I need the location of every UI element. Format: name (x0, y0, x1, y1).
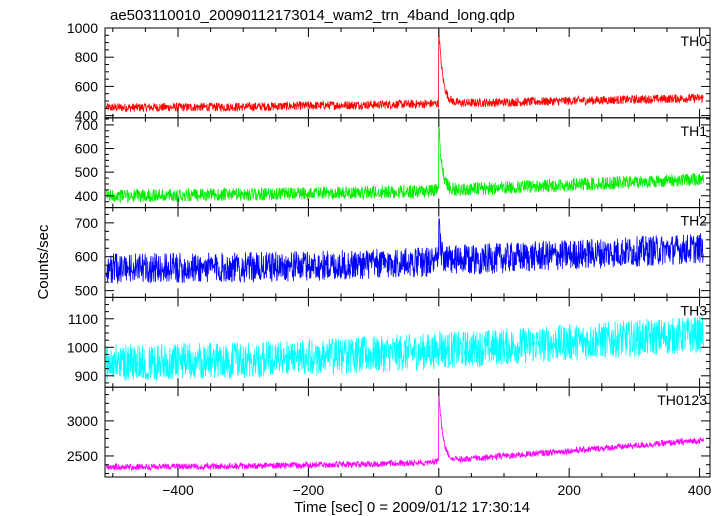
panel-th0123: 2500 3000 TH0123 (67, 386, 711, 478)
x-tick-label: 400 (688, 482, 712, 498)
y-tick-label: 500 (75, 283, 99, 299)
y-tick-label: 600 (75, 78, 99, 94)
panel-label: TH0123 (657, 392, 707, 408)
y-axis-label: Counts/sec (35, 224, 52, 300)
panel-th3: 900 1000 1100 TH3 (67, 296, 711, 388)
y-tick-label: 3000 (67, 413, 98, 429)
y-tick-label: 900 (75, 368, 99, 384)
panel-frame (104, 386, 711, 478)
x-tick-label: 200 (558, 482, 582, 498)
panel-frame (104, 207, 711, 298)
series-th3 (105, 316, 704, 382)
panel-label: TH1 (681, 123, 708, 139)
y-tick-label: 700 (75, 117, 99, 133)
y-tick-label: 1000 (67, 20, 98, 36)
chart-title: ae503110010_20090112173014_wam2_trn_4ban… (110, 7, 515, 24)
panel-label: TH2 (681, 213, 708, 229)
y-tick-label: 400 (75, 108, 99, 124)
panel-label: TH3 (681, 302, 708, 318)
x-tick-label: −400 (162, 482, 194, 498)
x-tick-label: 0 (435, 482, 443, 498)
y-tick-label: 800 (75, 49, 99, 65)
panel-th2: 500 600 700 TH2 (75, 207, 711, 299)
y-tick-label: 1000 (67, 339, 98, 355)
series-th0 (105, 28, 704, 113)
panel-stack: 400 600 800 1000 TH0 400 500 600 700 TH1 500 600 700… (67, 20, 712, 498)
x-axis-label: Time [sec] 0 = 2009/01/12 17:30:14 (294, 499, 530, 516)
y-tick-label: 400 (75, 188, 99, 204)
y-tick-label: 600 (75, 249, 99, 265)
x-tick-label: −200 (293, 482, 325, 498)
series-th1 (105, 118, 704, 204)
panel-th1: 400 500 600 700 TH1 (75, 117, 711, 209)
y-tick-label: 500 (75, 164, 99, 180)
series-th2 (105, 218, 704, 284)
panel-th0: 400 600 800 1000 TH0 (67, 20, 711, 124)
y-tick-label: 600 (75, 141, 99, 157)
y-tick-label: 1100 (68, 311, 98, 327)
series-th0123 (105, 387, 704, 472)
panel-label: TH0 (681, 33, 708, 49)
y-tick-label: 700 (75, 215, 99, 231)
y-tick-label: 2500 (67, 448, 98, 464)
